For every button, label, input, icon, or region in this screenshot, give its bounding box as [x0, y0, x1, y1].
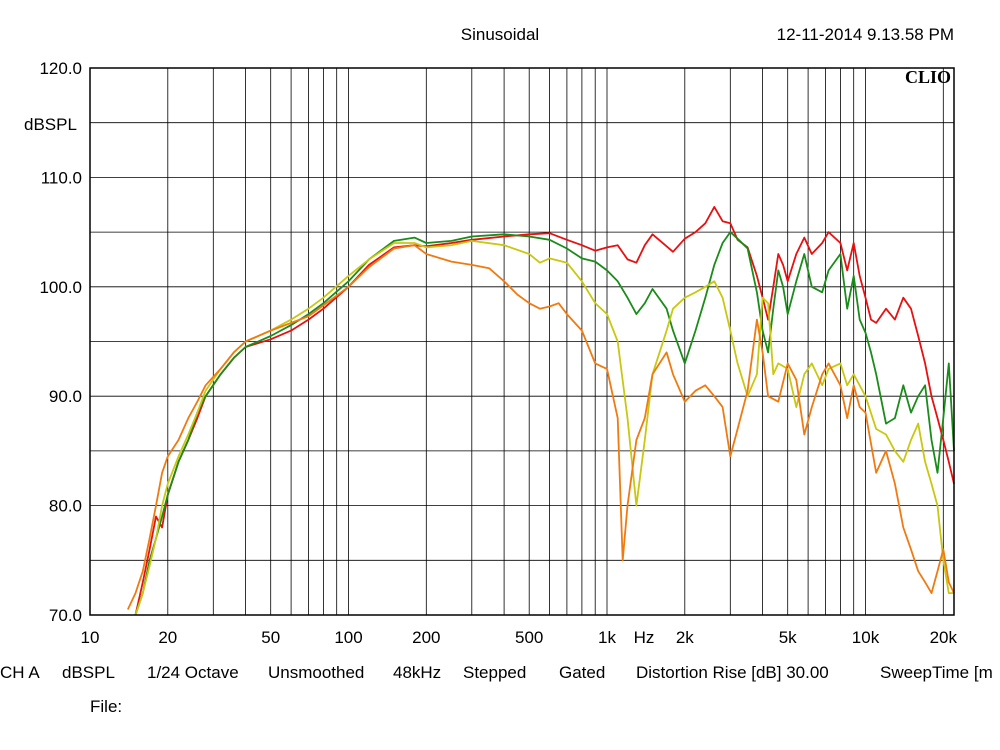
- x-tick-label: 50: [261, 628, 280, 647]
- series-line-3: [134, 240, 954, 616]
- x-tick-label: 1k: [598, 628, 616, 647]
- x-tick-label: 2k: [676, 628, 694, 647]
- x-axis-label: Hz: [634, 628, 655, 647]
- x-tick-label: 10k: [852, 628, 880, 647]
- y-axis-label: dBSPL: [24, 115, 77, 134]
- timestamp: 12-11-2014 9.13.58 PM: [777, 25, 954, 44]
- plot-grid: [90, 68, 954, 615]
- status-gating: Gated: [559, 663, 605, 682]
- y-tick-label: 70.0: [49, 606, 82, 625]
- x-tick-label: 500: [515, 628, 543, 647]
- status-unit: dBSPL: [62, 663, 115, 682]
- x-axis-ticks: 10 20 50 100 200 500 1k 2k 5k 10k 20k: [81, 628, 958, 647]
- status-channel: CH A: [0, 663, 40, 682]
- series-line-1: [134, 206, 955, 616]
- y-tick-label: 120.0: [39, 59, 82, 78]
- series-line-2: [134, 231, 955, 616]
- series-line-4: [126, 244, 955, 610]
- plot-series: [126, 206, 955, 616]
- x-tick-label: 5k: [779, 628, 797, 647]
- y-tick-label: 90.0: [49, 387, 82, 406]
- x-tick-label: 100: [334, 628, 362, 647]
- status-distortion-rise: Distortion Rise [dB] 30.00: [636, 663, 829, 682]
- x-tick-label: 20: [158, 628, 177, 647]
- status-sweep-mode: Stepped: [463, 663, 526, 682]
- y-axis-ticks: 120.0 110.0 100.0 90.0 80.0 70.0: [39, 59, 82, 625]
- x-tick-label: 200: [412, 628, 440, 647]
- x-tick-label: 10: [81, 628, 100, 647]
- y-tick-label: 80.0: [49, 497, 82, 516]
- clio-logo: CLIO: [905, 67, 951, 87]
- status-sweep-time: SweepTime [m: [880, 663, 993, 682]
- y-tick-label: 110.0: [41, 168, 82, 187]
- plot-frame: [89, 67, 955, 616]
- status-resolution: 1/24 Octave: [147, 663, 239, 682]
- y-tick-label: 100.0: [39, 278, 82, 297]
- status-smoothing: Unsmoothed: [268, 663, 364, 682]
- status-bar: CH A dBSPL 1/24 Octave Unsmoothed 48kHz …: [0, 663, 993, 682]
- x-tick-label: 20k: [930, 628, 958, 647]
- file-label: File:: [90, 697, 122, 716]
- status-sample-rate: 48kHz: [393, 663, 441, 682]
- chart-title: Sinusoidal: [461, 25, 539, 44]
